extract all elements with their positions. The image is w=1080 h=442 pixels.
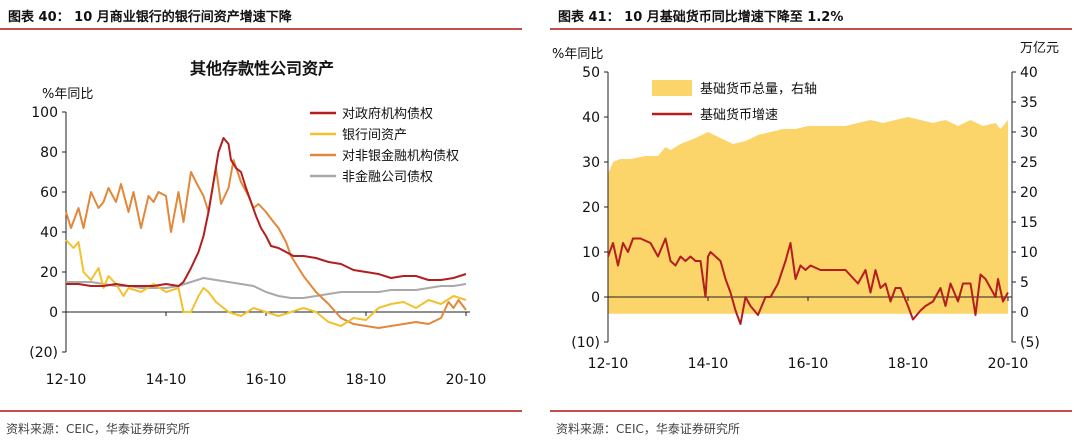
axes: (10) 0 10 20 30 40 50 (5) 0 5 10 15 20 25 30 35 40 12-10 1… (571, 65, 1040, 372)
figure-title: 图表 40： 10 月商业银行的银行间资产增速下降 (8, 10, 292, 25)
source-note: 资料来源：CEIC，华泰证券研究所 (556, 422, 740, 436)
figure-title: 图表 41： 10 月基础货币同比增速下降至 1.2% (558, 10, 844, 25)
y-axis-label: %年同比 (42, 87, 93, 102)
source-rule (0, 410, 522, 412)
left-figure-panel: 图表 40： 10 月商业银行的银行间资产增速下降 其他存款性公司资产 %年同比… (0, 0, 530, 442)
left-y-tick-label: 50 (582, 65, 600, 81)
series-lines (607, 237, 1009, 325)
legend-label: 基础货币总量，右轴 (700, 81, 817, 97)
base-money-area (608, 117, 1008, 314)
right-y-tick-label: 0 (1020, 305, 1029, 321)
series-line-1 (66, 137, 467, 287)
left-y-tick-label: 40 (582, 110, 600, 126)
x-tick-label: 20-10 (988, 356, 1029, 372)
x-tick-label: 20-10 (446, 372, 487, 388)
right-y-tick-label: 35 (1020, 95, 1038, 111)
right-y-tick-label: 10 (1020, 245, 1038, 261)
left-y-tick-label: 10 (582, 245, 600, 261)
right-y-tick-label: 30 (1020, 125, 1038, 141)
source-rule (550, 410, 1072, 412)
left-y-axis-label: %年同比 (552, 47, 603, 62)
series-lines (65, 137, 467, 329)
legend-label: 银行间资产 (342, 128, 407, 143)
axes: (20) 0 20 40 60 80 100 12-10 14-10 16-10 18-10 20-1… (29, 105, 486, 388)
legend-label: 对政府机构债权 (342, 106, 433, 122)
title-rule (550, 28, 1072, 30)
right-combo-chart: %年同比 万亿元 (10) 0 10 20 30 40 50 (5) 0 5 10 15 20 25 30 3… (552, 41, 1059, 372)
chart-title: 其他存款性公司资产 (190, 59, 334, 78)
y-tick-label: 80 (40, 145, 58, 161)
right-y-tick-label: 15 (1020, 215, 1038, 231)
y-tick-label: 20 (40, 265, 58, 281)
x-tick-label: 14-10 (688, 356, 729, 372)
x-tick-label: 12-10 (46, 372, 87, 388)
title-rule (0, 28, 522, 30)
right-y-tick-label: 20 (1020, 185, 1038, 201)
left-line-chart: 其他存款性公司资产 %年同比 (20) 0 20 40 60 80 100 12-10 14-1… (29, 59, 486, 388)
x-tick-label: 14-10 (146, 372, 187, 388)
y-tick-label: 60 (40, 185, 58, 201)
series-line-3 (65, 159, 467, 329)
series-line-4 (66, 277, 467, 299)
right-y-tick-label: 25 (1020, 155, 1038, 171)
x-tick-label: 18-10 (888, 356, 929, 372)
x-tick-label: 16-10 (788, 356, 829, 372)
left-y-tick-label: 0 (591, 290, 600, 306)
source-note: 资料来源：CEIC，华泰证券研究所 (6, 422, 190, 436)
y-tick-label: (20) (29, 345, 58, 361)
y-tick-label: 40 (40, 225, 58, 241)
right-y-tick-label: 40 (1020, 65, 1038, 81)
legend-label: 非金融公司债权 (342, 169, 433, 185)
legend-label: 基础货币增速 (700, 107, 778, 123)
legend-label: 对非银金融机构债权 (342, 148, 459, 164)
right-y-axis-label: 万亿元 (1020, 41, 1059, 56)
series-line-2 (65, 239, 467, 327)
x-tick-label: 16-10 (246, 372, 287, 388)
y-tick-label: 0 (49, 305, 58, 321)
left-y-tick-label: 20 (582, 200, 600, 216)
growth-line (607, 237, 1009, 325)
right-y-tick-label: 5 (1020, 275, 1029, 291)
legend-swatch-area (652, 80, 692, 96)
x-tick-label: 12-10 (588, 356, 629, 372)
y-tick-label: 100 (31, 105, 58, 121)
left-y-tick-label: 30 (582, 155, 600, 171)
left-y-tick-label: (10) (571, 335, 600, 351)
x-tick-label: 18-10 (346, 372, 387, 388)
right-figure-panel: 图表 41： 10 月基础货币同比增速下降至 1.2% %年同比 万亿元 (10… (550, 0, 1080, 442)
area-series (608, 117, 1008, 314)
right-y-tick-label: (5) (1020, 335, 1040, 351)
